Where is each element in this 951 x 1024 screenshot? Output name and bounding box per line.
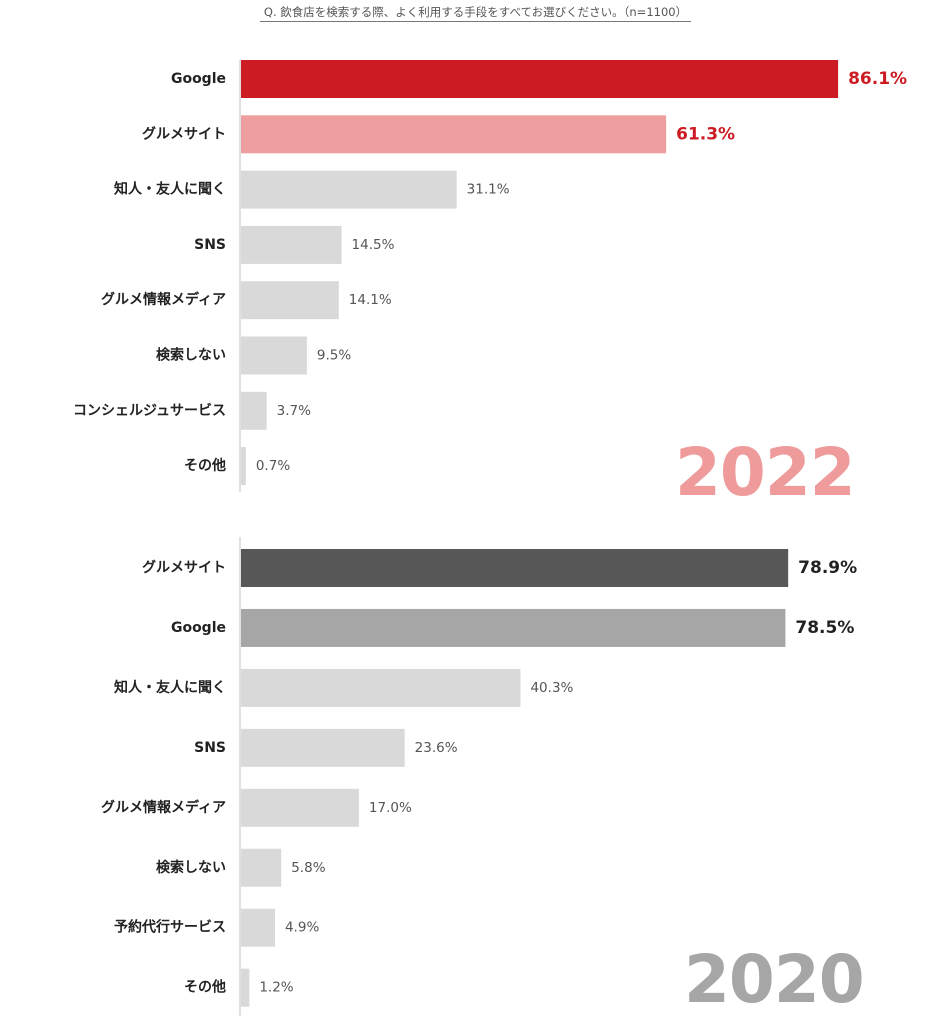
year-label-2020: 2020: [684, 941, 865, 1018]
category-label: その他: [184, 457, 226, 474]
bar: [241, 908, 275, 947]
value-label: 40.3%: [530, 680, 573, 696]
bar: [241, 788, 359, 827]
year-label-2022: 2022: [675, 434, 856, 511]
category-label: Google: [171, 71, 226, 87]
category-label: 検索しない: [156, 347, 226, 364]
bar: [241, 170, 457, 209]
value-label: 0.7%: [256, 458, 290, 474]
value-label: 78.9%: [798, 558, 857, 578]
bar: [241, 60, 839, 98]
value-label: 31.1%: [467, 182, 510, 198]
bar: [241, 336, 307, 375]
value-label: 9.5%: [317, 348, 351, 364]
category-label: グルメサイト: [142, 125, 226, 142]
bar: [241, 608, 786, 647]
bar: [241, 728, 405, 767]
value-label: 1.2%: [259, 980, 293, 996]
category-label: SNS: [194, 237, 226, 253]
value-label: 17.0%: [369, 800, 412, 816]
value-label: 5.8%: [291, 860, 325, 876]
value-label: 14.5%: [352, 237, 395, 253]
category-label: 予約代行サービス: [114, 919, 226, 936]
question-title: Q. 飲食店を検索する際、よく利用する手段をすべてお選びください。（n=1100…: [0, 4, 951, 22]
bar: [241, 225, 342, 264]
value-label: 86.1%: [848, 69, 907, 89]
category-label: グルメ情報メディア: [101, 291, 226, 308]
chart-2022: Google 86.1% グルメサイト 61.3% 知人・友人に聞く 31.1% SNS 14…: [73, 60, 907, 492]
bar: [241, 549, 789, 587]
chart-2020: グルメサイト 78.9% Google 78.5% 知人・友人に聞く 40.3% SNS 23…: [101, 537, 857, 1016]
category-label: SNS: [194, 740, 226, 756]
value-label: 4.9%: [285, 920, 319, 936]
category-label: グルメサイト: [142, 559, 226, 576]
value-label: 3.7%: [277, 403, 311, 419]
category-label: グルメ情報メディア: [101, 799, 226, 816]
bar: [241, 391, 267, 430]
bar: [241, 447, 246, 486]
bar: [241, 668, 521, 707]
category-label: Google: [171, 620, 226, 636]
category-label: 知人・友人に聞く: [114, 679, 226, 696]
bar: [241, 115, 667, 154]
category-label: コンシェルジュサービス: [73, 403, 226, 419]
category-label: 知人・友人に聞く: [114, 181, 226, 198]
value-label: 78.5%: [795, 618, 854, 638]
bar: [241, 281, 339, 320]
value-label: 14.1%: [349, 292, 392, 308]
category-label: その他: [184, 979, 226, 996]
value-label: 61.3%: [676, 124, 735, 144]
category-label: 検索しない: [156, 859, 226, 876]
bar: [241, 848, 282, 887]
question-text: Q. 飲食店を検索する際、よく利用する手段をすべてお選びください。（n=1100…: [259, 5, 692, 22]
bar: [241, 968, 250, 1007]
value-label: 23.6%: [415, 740, 458, 756]
